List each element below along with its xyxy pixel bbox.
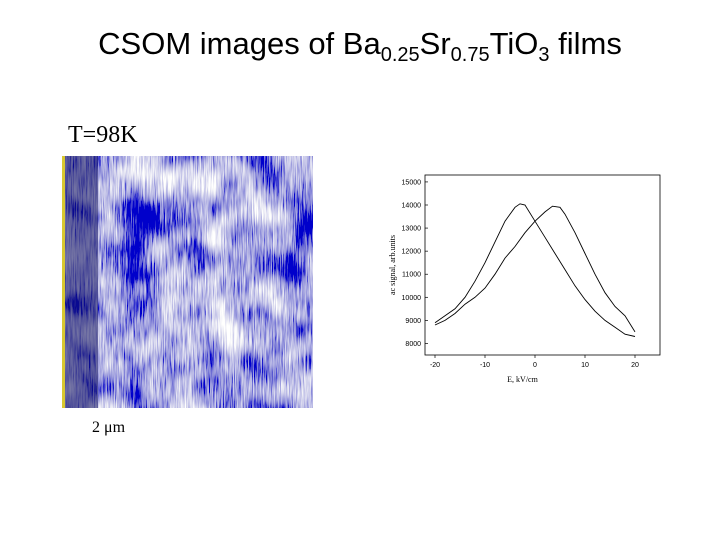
y-axis-label: ac signal, arb.units — [388, 235, 397, 295]
y-tick-label: 8000 — [405, 341, 421, 348]
y-tick-label: 12000 — [402, 249, 422, 256]
y-tick-label: 11000 — [402, 272, 421, 279]
x-tick-label: 10 — [581, 362, 589, 369]
data-line — [434, 203, 636, 337]
y-tick-label: 14000 — [402, 203, 422, 210]
y-tick-label: 13000 — [402, 226, 422, 233]
x-tick-label: -10 — [480, 362, 490, 369]
title-text: TiO — [490, 26, 539, 61]
title-subscript: 0.75 — [451, 44, 490, 66]
data-line — [434, 205, 636, 333]
y-tick-label: 10000 — [402, 295, 422, 302]
x-tick-label: -20 — [430, 362, 440, 369]
y-tick-label: 9000 — [405, 318, 421, 325]
x-tick-label: 20 — [631, 362, 639, 369]
y-tick-label: 15000 — [402, 179, 422, 186]
image-texture — [62, 156, 313, 408]
title-text: Sr — [420, 26, 451, 61]
x-tick-label: 0 — [533, 362, 537, 369]
slide-title: CSOM images of Ba0.25Sr0.75TiO3 films — [98, 26, 622, 66]
csom-image — [62, 156, 313, 408]
title-subscript: 0.25 — [381, 44, 420, 66]
title-text: films — [550, 26, 622, 61]
title-subscript: 3 — [538, 44, 549, 66]
scale-label: 2 μm — [92, 419, 126, 436]
image-edge — [62, 156, 98, 408]
image-edge-line — [62, 156, 65, 408]
title-text: CSOM images of Ba — [98, 26, 381, 61]
plot-frame — [424, 174, 661, 356]
x-axis-label: E, kV/cm — [507, 375, 538, 384]
image-caption: T=98K — [68, 122, 138, 148]
